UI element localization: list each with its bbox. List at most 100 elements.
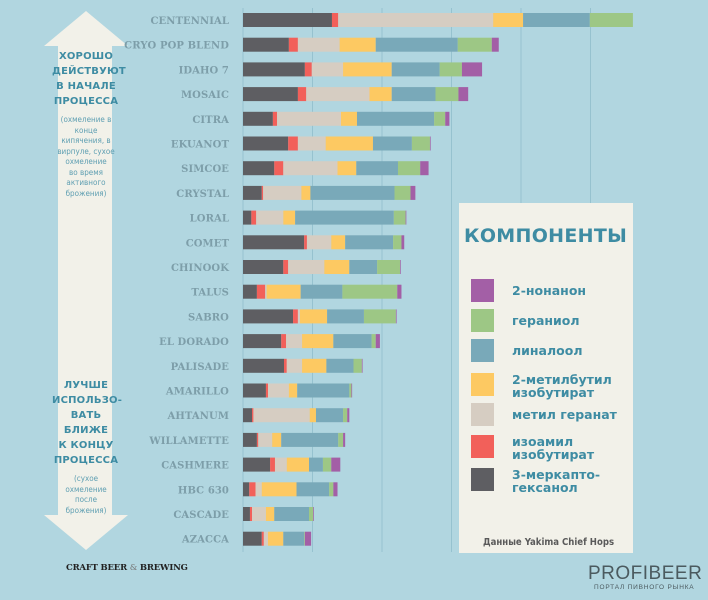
bar-segment xyxy=(288,260,325,274)
hop-label: PALISADE xyxy=(171,362,230,373)
bar-segment xyxy=(410,185,416,200)
bar-segment xyxy=(369,87,392,102)
bar-segment xyxy=(391,62,440,77)
heading-line: ХОРОШО xyxy=(58,51,114,62)
hop-label: CRYSTAL xyxy=(176,189,229,200)
heading-line: ПРОЦЕССА xyxy=(53,455,119,466)
bar-segment xyxy=(277,111,341,126)
bar-segment xyxy=(325,136,373,151)
bar-segment xyxy=(445,111,450,126)
hop-label: IDAHO 7 xyxy=(179,65,229,76)
bar-segment xyxy=(243,309,294,324)
heading-line: ВАТЬ xyxy=(70,410,102,421)
bar-segment xyxy=(272,111,278,126)
bar-segment xyxy=(315,408,344,423)
bar-segment xyxy=(306,235,332,250)
bar-segment xyxy=(243,482,250,497)
bar-segment xyxy=(268,383,289,398)
bar-segment xyxy=(461,62,483,77)
bar-segment xyxy=(255,482,262,497)
bar-segment xyxy=(377,260,401,274)
bar-segment xyxy=(268,531,284,546)
heading-line: ПРОЦЕССА xyxy=(53,96,119,107)
bar-segment xyxy=(343,62,392,77)
logo-ampersand: & xyxy=(129,563,138,573)
hop-label: CITRA xyxy=(192,115,229,126)
bar-segment xyxy=(395,309,397,324)
note-line: активного xyxy=(66,178,106,187)
arrow-down-icon xyxy=(44,300,128,550)
heading-line: ЛУЧШЕ xyxy=(63,380,109,391)
bar-segment xyxy=(297,87,307,102)
hop-label: AHTANUM xyxy=(167,411,230,422)
bar-segment xyxy=(458,87,469,102)
profibeer-tagline: ПОРТАЛ ПИВНОГО РЫНКА xyxy=(594,584,695,591)
bar-segment xyxy=(339,37,376,52)
legend-label-line: 2-нонанон xyxy=(512,283,587,298)
bar-segment xyxy=(363,309,396,324)
note-line: брожения) xyxy=(65,188,107,198)
bar-segment xyxy=(589,13,633,27)
heading-line: ИСПОЛЬЗО- xyxy=(52,395,123,406)
bar-segment xyxy=(331,235,346,250)
bar-segment xyxy=(266,284,301,299)
bar-segment xyxy=(322,457,332,472)
hop-label: CASCADE xyxy=(173,510,229,521)
bar-segment xyxy=(327,309,364,324)
bar-segment xyxy=(329,482,334,497)
bar-segment xyxy=(243,111,273,126)
legend-swatch xyxy=(471,468,494,491)
legend-swatch xyxy=(471,435,494,458)
bar-segment xyxy=(256,432,259,447)
bar-segment xyxy=(304,62,312,77)
legend-label: изоамил изобутират xyxy=(512,435,594,461)
bar-segment xyxy=(299,309,328,324)
bar-segment xyxy=(243,37,289,52)
note-line: во время xyxy=(69,167,103,177)
bar-segment xyxy=(251,210,257,225)
legend-item: 3-меркапто-гексанол xyxy=(471,468,600,494)
bar-segment xyxy=(375,37,458,52)
bar-segment xyxy=(343,432,346,447)
bar-segment xyxy=(243,87,298,102)
late-use-description: (сухое охмеление после брожения) xyxy=(52,474,120,516)
profibeer-logo: PROFIBEER xyxy=(588,563,703,584)
bar-segment xyxy=(309,507,314,521)
legend-label: 3-меркапто-гексанол xyxy=(512,468,600,494)
bar-segment xyxy=(243,334,282,349)
late-use-note: ЛУЧШЕ ИСПОЛЬЗО- ВАТЬ БЛИЖЕ К КОНЦУ ПРОЦЕ… xyxy=(52,378,123,516)
bar-segment xyxy=(311,62,344,77)
bar-segment xyxy=(283,210,296,225)
hop-label: EL DORADO xyxy=(159,337,229,348)
bar-segment xyxy=(372,136,412,151)
bar-segment xyxy=(243,185,262,200)
bar-segment xyxy=(243,136,289,151)
legend-label-line: 2-метилбутил xyxy=(512,372,612,387)
early-use-heading: ХОРОШО ДЕЙСТВУЮТ В НАЧАЛЕ ПРОЦЕССА xyxy=(52,49,126,109)
hop-label: HBC 630 xyxy=(178,485,229,496)
bar-segment xyxy=(243,408,253,423)
bar-segment xyxy=(391,87,436,102)
bar-segment xyxy=(286,334,303,349)
legend-label-line: гексанол xyxy=(512,480,578,495)
bar-segment xyxy=(281,432,339,447)
bar-segment xyxy=(397,284,402,299)
bar-segment xyxy=(297,383,350,398)
bar-segment xyxy=(491,37,499,52)
bar-segment xyxy=(284,358,287,373)
bar-segment xyxy=(261,482,297,497)
legend-swatch xyxy=(471,339,494,362)
hop-label: COMET xyxy=(186,238,230,249)
hop-label: CASHMERE xyxy=(161,461,229,472)
legend-label-line: 3-меркапто- xyxy=(512,467,601,482)
bar-segment xyxy=(281,334,287,349)
bar-segment xyxy=(306,87,370,102)
logo-text: CRAFT BEER xyxy=(66,563,130,573)
bar-segment xyxy=(338,432,344,447)
bar-segment xyxy=(274,507,310,521)
hop-label: LORAL xyxy=(190,214,229,225)
hop-label: EKUANOT xyxy=(171,140,230,151)
bar-segment xyxy=(288,136,298,151)
bar-segment xyxy=(261,185,264,200)
